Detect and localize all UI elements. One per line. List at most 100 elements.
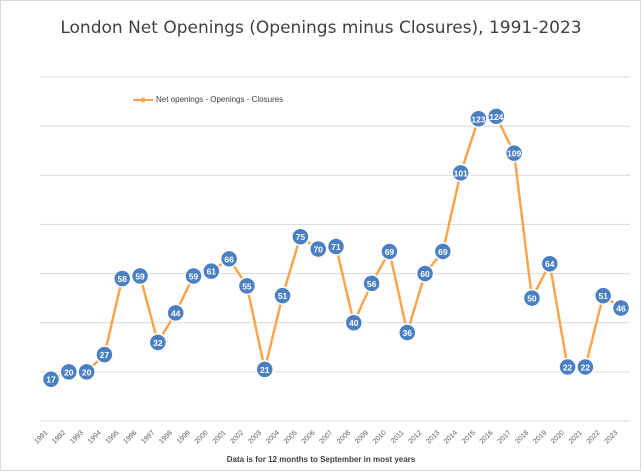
data-marker bbox=[148, 333, 168, 352]
x-tick-label: 2011 bbox=[390, 429, 406, 445]
data-label: 40 bbox=[349, 318, 359, 328]
data-label: 59 bbox=[135, 272, 145, 282]
x-tick-label: 2013 bbox=[425, 429, 441, 445]
data-point: 51 bbox=[273, 286, 292, 305]
data-label: 61 bbox=[207, 267, 217, 277]
data-marker bbox=[522, 288, 542, 308]
data-point: 27 bbox=[95, 345, 114, 364]
data-label: 36 bbox=[403, 328, 413, 338]
data-marker bbox=[487, 107, 506, 126]
x-tick-label: 2019 bbox=[532, 429, 548, 445]
data-point: 44 bbox=[166, 303, 185, 323]
data-label: 17 bbox=[46, 375, 56, 385]
data-marker bbox=[308, 239, 328, 259]
x-tick-label: 1997 bbox=[140, 429, 156, 445]
data-marker bbox=[504, 143, 524, 163]
data-point: 69 bbox=[380, 242, 399, 261]
x-axis-label: Data is for 12 months to September in mo… bbox=[226, 455, 416, 464]
x-tick-label: 1998 bbox=[158, 429, 174, 445]
data-marker bbox=[255, 360, 274, 379]
data-label: 46 bbox=[616, 303, 626, 313]
data-marker bbox=[415, 264, 435, 283]
x-tick-label: 2012 bbox=[408, 429, 424, 445]
data-label: 64 bbox=[545, 259, 555, 269]
data-point: 36 bbox=[398, 323, 417, 342]
x-tick-label: 1992 bbox=[51, 429, 67, 445]
data-label: 20 bbox=[64, 367, 74, 377]
data-point: 69 bbox=[433, 242, 453, 261]
data-marker bbox=[113, 269, 132, 288]
x-tick-label: 2020 bbox=[550, 429, 566, 445]
data-point: 32 bbox=[148, 333, 168, 352]
x-tick-label: 1995 bbox=[105, 429, 121, 445]
x-tick-label: 2006 bbox=[301, 429, 317, 445]
x-tick-label: 1991 bbox=[33, 429, 49, 445]
x-tick-label: 2007 bbox=[318, 429, 334, 445]
data-point: 55 bbox=[237, 276, 257, 296]
legend-swatch bbox=[133, 97, 153, 102]
data-label: 59 bbox=[189, 272, 199, 282]
data-label: 22 bbox=[581, 362, 591, 372]
data-point: 20 bbox=[77, 362, 96, 382]
data-label: 27 bbox=[100, 350, 110, 360]
data-point: 61 bbox=[202, 261, 221, 281]
x-tick-label: 1999 bbox=[176, 429, 192, 445]
data-marker bbox=[362, 274, 381, 293]
data-label: 66 bbox=[224, 254, 234, 264]
data-point: 46 bbox=[611, 298, 631, 318]
data-label: 101 bbox=[454, 168, 468, 178]
data-point: 101 bbox=[451, 163, 470, 183]
data-point: 123 bbox=[469, 109, 488, 129]
x-axis-ticks: 1991 1992 1993 1994 1995 1996 1997 1998 1999 2000… bbox=[33, 429, 619, 445]
data-point: 56 bbox=[362, 274, 381, 293]
chart-title: London Net Openings (Openings minus Clos… bbox=[60, 18, 582, 38]
data-label: 124 bbox=[489, 112, 503, 122]
data-label: 22 bbox=[563, 362, 573, 372]
data-point: 40 bbox=[344, 313, 364, 332]
data-label: 51 bbox=[278, 291, 288, 301]
data-label: 21 bbox=[260, 365, 270, 375]
data-point: 60 bbox=[415, 264, 435, 283]
data-point: 50 bbox=[522, 288, 542, 308]
x-tick-label: 2014 bbox=[443, 429, 459, 445]
x-tick-label: 1996 bbox=[123, 429, 139, 445]
data-marker bbox=[166, 303, 185, 323]
data-marker bbox=[77, 362, 96, 382]
x-tick-label: 2004 bbox=[265, 429, 281, 445]
data-label: 58 bbox=[118, 274, 128, 284]
data-marker bbox=[576, 357, 595, 377]
data-point: 59 bbox=[130, 266, 150, 286]
data-marker bbox=[219, 249, 239, 269]
x-tick-label: 2003 bbox=[247, 429, 263, 445]
data-point: 51 bbox=[593, 286, 613, 305]
data-marker bbox=[611, 298, 631, 318]
data-marker bbox=[433, 242, 453, 261]
data-point: 109 bbox=[504, 143, 524, 163]
x-tick-label: 2017 bbox=[497, 429, 513, 445]
data-marker bbox=[41, 369, 61, 389]
x-tick-label: 2010 bbox=[372, 429, 388, 445]
gridlines bbox=[40, 76, 630, 422]
x-tick-label: 2005 bbox=[283, 429, 299, 445]
data-label: 75 bbox=[296, 232, 306, 242]
data-point: 71 bbox=[326, 237, 346, 256]
x-tick-label: 2022 bbox=[586, 429, 602, 445]
data-marker bbox=[202, 261, 221, 281]
data-label: 56 bbox=[367, 279, 377, 289]
data-label: 69 bbox=[438, 247, 448, 257]
data-point: 21 bbox=[255, 360, 274, 379]
data-label: 20 bbox=[82, 367, 92, 377]
data-marker bbox=[469, 109, 488, 129]
legend: Net openings - Openings - Closures bbox=[133, 95, 283, 104]
data-marker bbox=[130, 266, 150, 286]
data-marker bbox=[540, 254, 559, 273]
data-marker bbox=[593, 286, 613, 305]
data-point: 124 bbox=[487, 107, 506, 126]
data-label: 123 bbox=[471, 114, 485, 124]
data-point: 64 bbox=[540, 254, 559, 273]
data-marker bbox=[184, 266, 203, 286]
data-point: 22 bbox=[576, 357, 595, 377]
data-point: 66 bbox=[219, 249, 239, 269]
data-label: 69 bbox=[385, 247, 395, 257]
